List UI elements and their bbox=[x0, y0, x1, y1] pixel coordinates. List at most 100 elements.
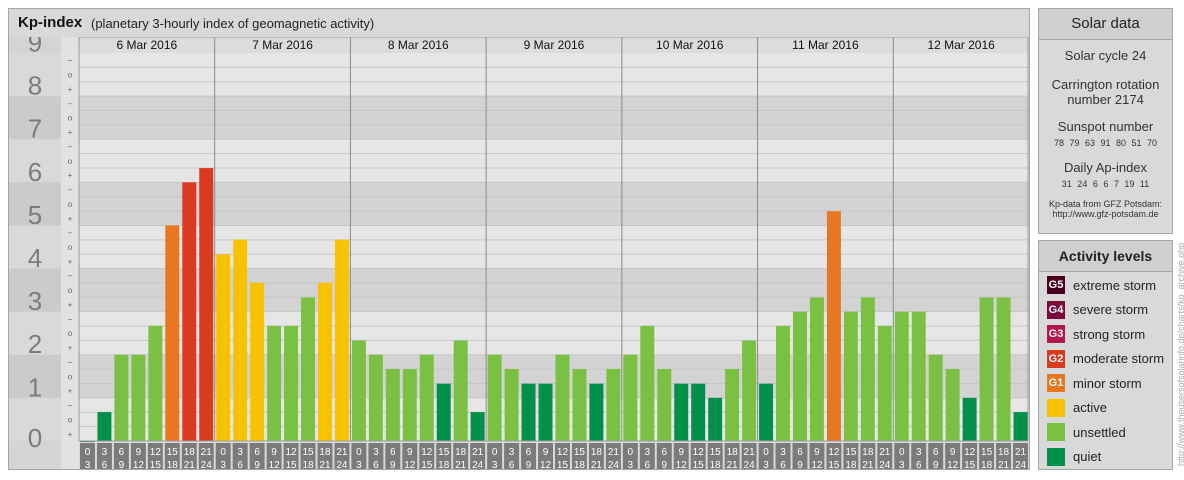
kp-bar bbox=[928, 354, 943, 441]
hour-end-label: 9 bbox=[933, 460, 939, 469]
hour-end-label: 3 bbox=[356, 460, 362, 469]
hour-start-label: 12 bbox=[693, 447, 705, 458]
legend-swatch: G5 bbox=[1047, 276, 1065, 294]
kp-bar bbox=[877, 325, 892, 441]
kp-bar bbox=[233, 239, 248, 441]
hour-start-label: 6 bbox=[254, 447, 260, 458]
hour-end-label: 18 bbox=[981, 460, 993, 469]
kp-bar bbox=[776, 325, 790, 441]
sub-tick-label: − bbox=[68, 56, 73, 65]
hour-start-label: 9 bbox=[950, 447, 956, 458]
sub-tick-label: − bbox=[68, 99, 73, 108]
kp-bar bbox=[334, 239, 349, 441]
hour-end-label: 3 bbox=[899, 460, 905, 469]
day-label: 9 Mar 2016 bbox=[524, 38, 585, 52]
kp-bar bbox=[793, 311, 807, 441]
hour-end-label: 24 bbox=[744, 460, 756, 469]
legend-item: G5 extreme storm bbox=[1047, 275, 1156, 295]
hour-start-label: 12 bbox=[285, 447, 297, 458]
legend-label: active bbox=[1073, 400, 1107, 415]
kp-band bbox=[79, 96, 1029, 140]
hour-start-label: 9 bbox=[136, 447, 142, 458]
solar-data-panel: Solar data Solar cycle 24 Carrington rot… bbox=[1038, 8, 1173, 234]
hour-end-label: 15 bbox=[150, 460, 162, 469]
kp-bar bbox=[284, 325, 299, 441]
hour-cell bbox=[164, 443, 180, 469]
carrington-rotation-number: number 2174 bbox=[1067, 92, 1144, 107]
kp-bar bbox=[674, 383, 689, 441]
hour-start-label: 15 bbox=[438, 447, 450, 458]
kp-bar bbox=[453, 340, 468, 441]
hour-end-label: 9 bbox=[254, 460, 260, 469]
hour-start-label: 3 bbox=[509, 447, 515, 458]
hour-cell bbox=[758, 443, 774, 469]
kp-bar bbox=[436, 383, 451, 441]
hour-cell bbox=[911, 443, 927, 469]
sub-tick-label: − bbox=[68, 315, 73, 324]
hour-start-label: 6 bbox=[119, 447, 125, 458]
hour-end-label: 3 bbox=[763, 460, 769, 469]
hour-start-label: 3 bbox=[237, 447, 243, 458]
legend-item: G2 moderate storm bbox=[1047, 349, 1164, 369]
sunspot-values: 78 79 63 91 80 51 70 bbox=[1053, 138, 1158, 148]
ap-index-title: Daily Ap-index bbox=[1063, 160, 1148, 175]
kp-bar bbox=[470, 412, 485, 441]
kp-bar bbox=[979, 297, 994, 441]
kp-band bbox=[79, 139, 1029, 183]
legend-label: unsettled bbox=[1073, 424, 1126, 440]
hour-start-label: 12 bbox=[964, 447, 976, 458]
kp-bar bbox=[860, 297, 875, 441]
legend-swatch: G1 bbox=[1047, 374, 1065, 392]
y-tick-label: 0 bbox=[28, 423, 42, 453]
chart-title-bar: Kp-index (planetary 3-hourly index of ge… bbox=[9, 9, 1029, 37]
kp-bar bbox=[826, 211, 841, 441]
hour-cell bbox=[928, 443, 944, 469]
hour-start-label: 21 bbox=[744, 447, 756, 458]
hour-cell bbox=[232, 443, 248, 469]
sub-tick-label: − bbox=[68, 358, 73, 367]
y-tick-label: 2 bbox=[28, 329, 42, 359]
kp-band bbox=[79, 53, 1029, 97]
hour-end-label: 3 bbox=[492, 460, 498, 469]
hour-end-label: 18 bbox=[438, 460, 450, 469]
hour-start-label: 12 bbox=[557, 447, 569, 458]
hour-start-label: 0 bbox=[356, 447, 362, 458]
y-label-band bbox=[9, 53, 61, 97]
y-tick-label: 6 bbox=[28, 157, 42, 187]
hour-cell bbox=[198, 443, 214, 469]
hour-cell bbox=[860, 443, 876, 469]
sub-tick-label: o bbox=[68, 71, 73, 80]
hour-cell bbox=[639, 443, 655, 469]
hour-end-label: 6 bbox=[237, 460, 243, 469]
kp-bar bbox=[894, 311, 909, 441]
legend-swatch: G4 bbox=[1047, 300, 1065, 319]
day-label: 8 Mar 2016 bbox=[388, 38, 449, 52]
legend-item: G3 strong storm bbox=[1047, 324, 1145, 344]
hour-end-label: 6 bbox=[780, 460, 786, 469]
kp-bar bbox=[385, 369, 400, 441]
hour-start-label: 21 bbox=[472, 447, 484, 458]
sub-tick-label: + bbox=[68, 430, 73, 439]
hour-cell bbox=[453, 443, 469, 469]
hour-start-label: 15 bbox=[710, 447, 722, 458]
hour-end-label: 21 bbox=[591, 460, 603, 469]
hour-start-label: 6 bbox=[526, 447, 532, 458]
hour-cell bbox=[826, 443, 842, 469]
hour-cell bbox=[385, 443, 401, 469]
kp-bar bbox=[419, 354, 434, 441]
hour-cell bbox=[656, 443, 672, 469]
hour-start-label: 15 bbox=[845, 447, 857, 458]
hour-start-label: 15 bbox=[302, 447, 314, 458]
kp-bar bbox=[657, 369, 672, 441]
hour-cell bbox=[334, 443, 350, 469]
hour-start-label: 0 bbox=[628, 447, 634, 458]
hour-end-label: 3 bbox=[628, 460, 634, 469]
y-label-band bbox=[9, 311, 61, 355]
hour-start-label: 18 bbox=[727, 447, 739, 458]
hour-start-label: 9 bbox=[543, 447, 549, 458]
kp-bar bbox=[962, 397, 977, 441]
hour-cell bbox=[622, 443, 638, 469]
hour-start-label: 0 bbox=[492, 447, 498, 458]
sub-tick-label: o bbox=[68, 286, 73, 295]
kp-bar bbox=[301, 297, 315, 441]
